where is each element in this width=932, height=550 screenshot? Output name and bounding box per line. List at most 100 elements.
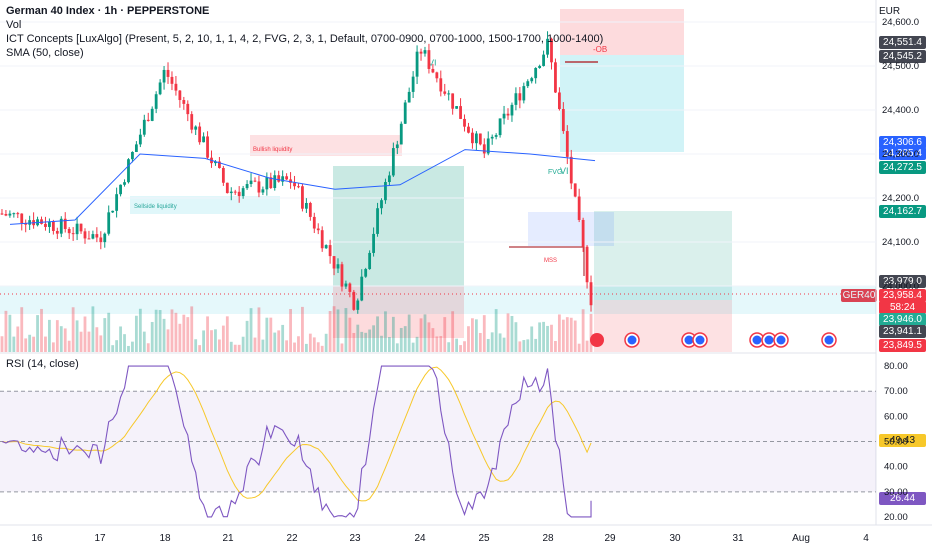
volume-bar xyxy=(364,332,368,352)
candle-body xyxy=(344,283,348,287)
ict-indicator-label[interactable]: ICT Concepts [LuxAlgo] (Present, 5, 2, 1… xyxy=(6,33,604,45)
volume-label[interactable]: Vol xyxy=(6,19,22,31)
volume-bar xyxy=(498,333,502,352)
candle-body xyxy=(376,208,379,234)
candle-body xyxy=(399,123,403,145)
volume-bar xyxy=(506,313,510,352)
candle-body xyxy=(443,91,447,94)
candle-body xyxy=(150,108,154,121)
volume-bar xyxy=(336,309,340,352)
candle-body xyxy=(431,68,435,73)
volume-bar xyxy=(522,340,526,352)
rsi-ma-line xyxy=(1,366,592,502)
volume-bar xyxy=(518,341,522,352)
volume-bar xyxy=(526,339,530,352)
bullish-liquidity-zone xyxy=(250,135,402,156)
volume-bar xyxy=(581,309,585,352)
candle-body xyxy=(12,213,16,215)
volume-bar xyxy=(530,326,534,352)
volume-bar xyxy=(273,332,277,352)
price-badge: 24,285.4 xyxy=(879,147,926,160)
candle-body xyxy=(447,93,451,95)
candle-body xyxy=(87,238,91,240)
candle-body xyxy=(237,191,241,197)
rsi-tick-label: 40.00 xyxy=(884,462,908,473)
candle-body xyxy=(63,218,67,229)
volume-bar xyxy=(4,310,8,352)
price-badge: 23,979.0 xyxy=(879,275,926,288)
price-badge: 24,545.2 xyxy=(879,50,926,63)
time-tick-label: 18 xyxy=(159,533,171,544)
volume-bar xyxy=(304,343,308,352)
time-tick-label: Aug xyxy=(792,533,810,544)
candle-body xyxy=(459,106,462,119)
candle-body xyxy=(0,213,4,215)
candle-body xyxy=(348,283,352,292)
time-tick-label: 24 xyxy=(414,533,426,544)
currency-label[interactable]: EUR xyxy=(879,6,901,17)
candle-body xyxy=(265,177,269,190)
price-badge: 23,958.4 xyxy=(879,289,926,302)
volume-bar xyxy=(20,307,24,352)
volume-bar xyxy=(107,312,111,352)
sellside-liquidity-zone xyxy=(130,196,280,214)
volume-bar xyxy=(427,322,431,352)
volume-bar xyxy=(435,336,439,352)
volume-bar xyxy=(494,309,498,352)
price-badge: 24,551.4 xyxy=(879,36,926,49)
volume-bar xyxy=(471,318,474,352)
volume-bar xyxy=(237,344,241,352)
volume-bar xyxy=(8,314,12,352)
volume-bar xyxy=(261,339,265,352)
candle-body xyxy=(526,81,530,87)
volume-bar xyxy=(16,326,20,352)
vi-label-1: VI xyxy=(428,58,437,68)
candle-body xyxy=(249,180,253,185)
candle-body xyxy=(162,69,166,83)
candle-body xyxy=(257,181,261,193)
volume-bar xyxy=(474,319,478,352)
price-badge: 24,306.6 xyxy=(879,136,926,149)
volume-bar xyxy=(111,345,115,352)
candle-body xyxy=(281,176,285,182)
volume-bar xyxy=(463,341,466,352)
candle-body xyxy=(202,136,205,143)
event-flash-icon[interactable] xyxy=(590,333,604,347)
volume-bar xyxy=(194,339,198,352)
candle-body xyxy=(332,256,336,269)
volume-bar xyxy=(538,322,542,352)
candle-body xyxy=(518,93,522,101)
sma-indicator-label[interactable]: SMA (50, close) xyxy=(6,47,84,59)
volume-bar xyxy=(439,336,443,352)
candle-body xyxy=(336,264,340,269)
candle-body xyxy=(312,216,316,229)
sma-line xyxy=(9,149,596,225)
volume-bar xyxy=(419,318,423,352)
candle-body xyxy=(415,51,419,77)
candle-body xyxy=(573,183,577,197)
volume-bar xyxy=(277,330,281,352)
rsi-legend[interactable]: RSI (14, close) xyxy=(6,358,79,370)
volume-bar xyxy=(459,345,462,352)
price-badge: 23,849.5 xyxy=(879,339,926,352)
candle-body xyxy=(131,151,134,160)
price-badge: 24,162.7 xyxy=(879,205,926,218)
candle-body xyxy=(427,50,431,69)
volume-bar xyxy=(103,318,107,352)
candle-body xyxy=(245,184,249,189)
time-axis[interactable]: 16 17 18 21 22 23 24 25 28 29 30 31 Aug 4 xyxy=(31,533,869,544)
symbol-badge: GER40 xyxy=(841,289,877,302)
price-tick-label: 24,400.0 xyxy=(882,105,919,116)
volume-bar xyxy=(332,306,336,352)
volume-bar xyxy=(119,326,122,352)
volume-bar xyxy=(585,340,589,352)
candle-body xyxy=(4,214,8,216)
volume-bar xyxy=(115,340,119,352)
volume-bar xyxy=(178,323,182,352)
volume-bar xyxy=(24,338,28,352)
volume-bar xyxy=(391,316,395,352)
candle-body xyxy=(261,189,265,193)
rsi-tick-label: 60.00 xyxy=(884,411,908,422)
event-markers[interactable] xyxy=(590,332,837,348)
